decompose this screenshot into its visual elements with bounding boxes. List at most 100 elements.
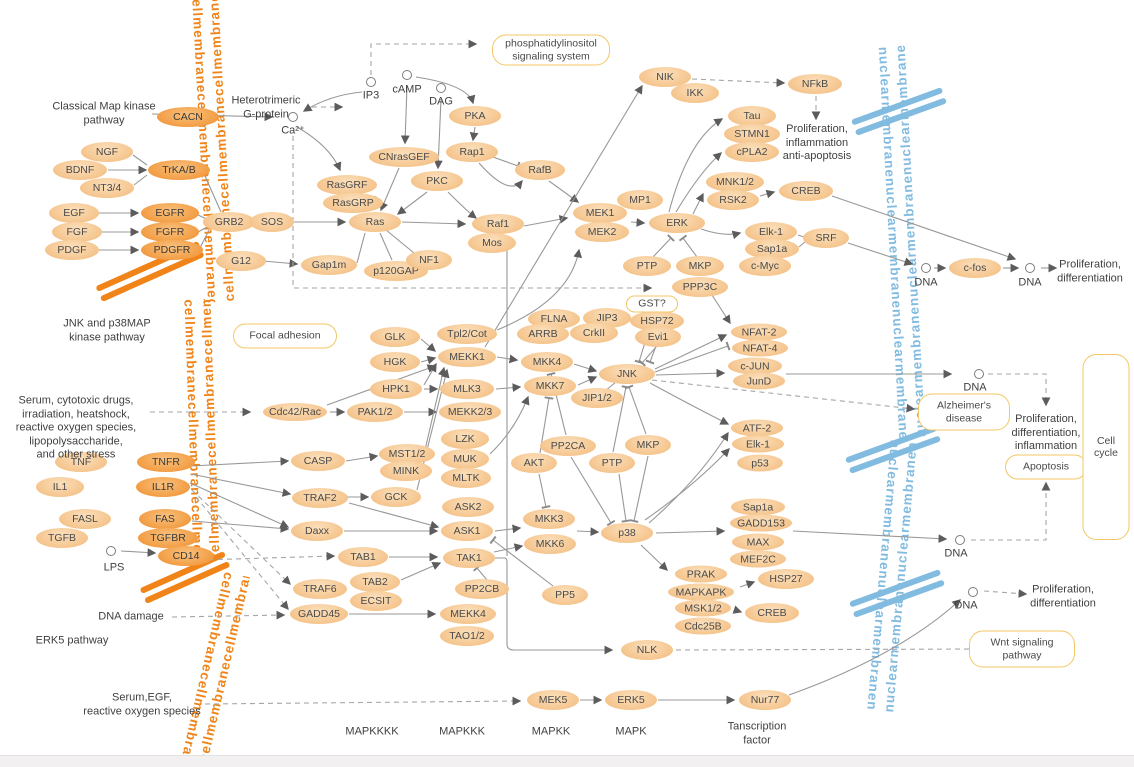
node-nik[interactable]: NIK — [639, 67, 691, 87]
node-mkp[interactable]: MKP — [625, 435, 671, 455]
node-gck[interactable]: GCK — [371, 487, 421, 507]
node-g12[interactable]: G12 — [216, 251, 266, 271]
node-nfat-2[interactable]: NFAT-2 — [731, 323, 787, 341]
node-mkk3[interactable]: MKK3 — [523, 509, 575, 529]
node-jund[interactable]: JunD — [733, 372, 785, 390]
node-mltk[interactable]: MLTK — [441, 468, 491, 488]
node-mekk4[interactable]: MEKK4 — [440, 604, 496, 624]
pathway-box-phosphatidylinositol-signaling-system[interactable]: phosphatidylinositol signaling system — [492, 34, 610, 66]
pathway-box-focal-adhesion[interactable]: Focal adhesion — [233, 323, 337, 349]
node-atf-2[interactable]: ATF-2 — [731, 419, 783, 437]
node-tpl2-cot[interactable]: Tpl2/Cot — [437, 324, 497, 344]
node-mef2c[interactable]: MEF2C — [730, 550, 786, 568]
node-mnk1-2[interactable]: MNK1/2 — [706, 172, 764, 192]
node-mekk1[interactable]: MEKK1 — [438, 347, 496, 367]
node-ptp[interactable]: PTP — [589, 453, 635, 473]
node-cnrasgef[interactable]: CNrasGEF — [369, 147, 439, 167]
node-creb[interactable]: CREB — [745, 603, 799, 623]
node-tak1[interactable]: TAK1 — [443, 548, 495, 568]
node-pdgf[interactable]: PDGF — [45, 240, 99, 260]
node-erk5[interactable]: ERK5 — [605, 690, 657, 710]
node-ppp3c[interactable]: PPP3C — [672, 277, 728, 297]
node-traf6[interactable]: TRAF6 — [293, 579, 347, 599]
receptor-fas[interactable]: FAS — [139, 509, 191, 529]
node-pkc[interactable]: PKC — [411, 171, 463, 191]
node-pp2cb[interactable]: PP2CB — [455, 579, 509, 599]
node-mapkapk[interactable]: MAPKAPK — [668, 583, 734, 601]
node-bdnf[interactable]: BDNF — [53, 160, 107, 180]
node-rsk2[interactable]: RSK2 — [707, 190, 759, 210]
receptor-egfr[interactable]: EGFR — [141, 203, 199, 223]
node-ask2[interactable]: ASK2 — [442, 497, 494, 517]
node-tnf[interactable]: TNF — [55, 452, 107, 472]
node-nf1[interactable]: NF1 — [406, 250, 452, 270]
node-srf[interactable]: SRF — [803, 228, 849, 248]
receptor-il1r[interactable]: IL1R — [136, 477, 190, 497]
molecule-circle-icon[interactable] — [974, 369, 984, 379]
node-mlk3[interactable]: MLK3 — [440, 379, 494, 399]
node-c-myc[interactable]: c-Myc — [739, 256, 791, 276]
node-mek1[interactable]: MEK1 — [573, 203, 627, 223]
node-rap1[interactable]: Rap1 — [446, 142, 498, 162]
node-creb[interactable]: CREB — [779, 181, 833, 201]
molecule-circle-icon[interactable] — [366, 77, 376, 87]
node-nlk[interactable]: NLK — [621, 640, 673, 660]
node-tao1-2[interactable]: TAO1/2 — [440, 626, 494, 646]
receptor-cacn[interactable]: CACN — [157, 107, 219, 127]
node-rasgrp[interactable]: RasGRP — [323, 193, 383, 213]
node-tau[interactable]: Tau — [728, 106, 776, 126]
node-mkk6[interactable]: MKK6 — [524, 534, 576, 554]
node-mek2[interactable]: MEK2 — [575, 222, 629, 242]
node-sos[interactable]: SOS — [250, 212, 294, 232]
pathway-box-wnt-signaling-pathway[interactable]: Wnt signaling pathway — [969, 630, 1075, 668]
node-hpk1[interactable]: HPK1 — [370, 379, 422, 399]
node-stmn1[interactable]: STMN1 — [724, 124, 780, 144]
receptor-pdgfr[interactable]: PDGFR — [141, 240, 203, 260]
node-hsp27[interactable]: HSP27 — [758, 569, 814, 589]
node-c-jun[interactable]: c-JUN — [728, 357, 782, 375]
molecule-circle-icon[interactable] — [968, 587, 978, 597]
node-akt[interactable]: AKT — [511, 453, 557, 473]
receptor-cd14[interactable]: CD14 — [158, 546, 214, 566]
receptor-tgfbr[interactable]: TGFBR — [138, 528, 198, 548]
node-c-fos[interactable]: c-fos — [949, 258, 1001, 278]
node-ecsit[interactable]: ECSIT — [350, 591, 402, 611]
node-pp5[interactable]: PP5 — [542, 585, 588, 605]
node-traf2[interactable]: TRAF2 — [292, 488, 348, 508]
node-grb2[interactable]: GRB2 — [203, 212, 255, 232]
node-il1[interactable]: IL1 — [36, 477, 84, 497]
node-jip1-2[interactable]: JIP1/2 — [571, 388, 623, 408]
molecule-circle-icon[interactable] — [436, 83, 446, 93]
receptor-trka-b[interactable]: TrKA/B — [148, 160, 210, 180]
node-tab1[interactable]: TAB1 — [338, 547, 388, 567]
molecule-circle-icon[interactable] — [921, 263, 931, 273]
node-mst1-2[interactable]: MST1/2 — [379, 444, 435, 464]
node-fasl[interactable]: FASL — [59, 509, 111, 529]
pathway-box-gst[interactable]: GST? — [626, 295, 678, 313]
node-sap1a[interactable]: Sap1a — [745, 239, 799, 259]
node-tab2[interactable]: TAB2 — [350, 572, 400, 592]
node-p53[interactable]: p53 — [737, 454, 783, 472]
node-glk[interactable]: GLK — [370, 327, 420, 347]
node-evi1[interactable]: Evi1 — [635, 327, 681, 347]
molecule-circle-icon[interactable] — [106, 546, 116, 556]
node-ask1[interactable]: ASK1 — [441, 521, 493, 541]
node-fgf[interactable]: FGF — [52, 222, 102, 242]
node-nfat-4[interactable]: NFAT-4 — [732, 339, 788, 357]
node-egf[interactable]: EGF — [49, 203, 99, 223]
node-muk[interactable]: MUK — [441, 449, 489, 469]
node-prak[interactable]: PRAK — [675, 565, 727, 583]
node-ptp[interactable]: PTP — [623, 256, 671, 276]
node-arrb[interactable]: ARRB — [517, 324, 569, 344]
pathway-box-apoptosis[interactable]: Apoptosis — [1005, 454, 1087, 480]
node-mkp[interactable]: MKP — [676, 256, 724, 276]
node-msk1-2[interactable]: MSK1/2 — [675, 599, 731, 617]
receptor-fgfr[interactable]: FGFR — [141, 222, 199, 242]
node-rasgrf[interactable]: RasGRF — [317, 175, 377, 195]
node-p38[interactable]: p38 — [601, 523, 653, 543]
receptor-tnfr[interactable]: TNFR — [137, 452, 195, 472]
node-ngf[interactable]: NGF — [81, 142, 133, 162]
node-jnk[interactable]: JNK — [599, 364, 655, 384]
node-cdc42-rac[interactable]: Cdc42/Rac — [263, 403, 327, 421]
node-max[interactable]: MAX — [732, 533, 784, 551]
